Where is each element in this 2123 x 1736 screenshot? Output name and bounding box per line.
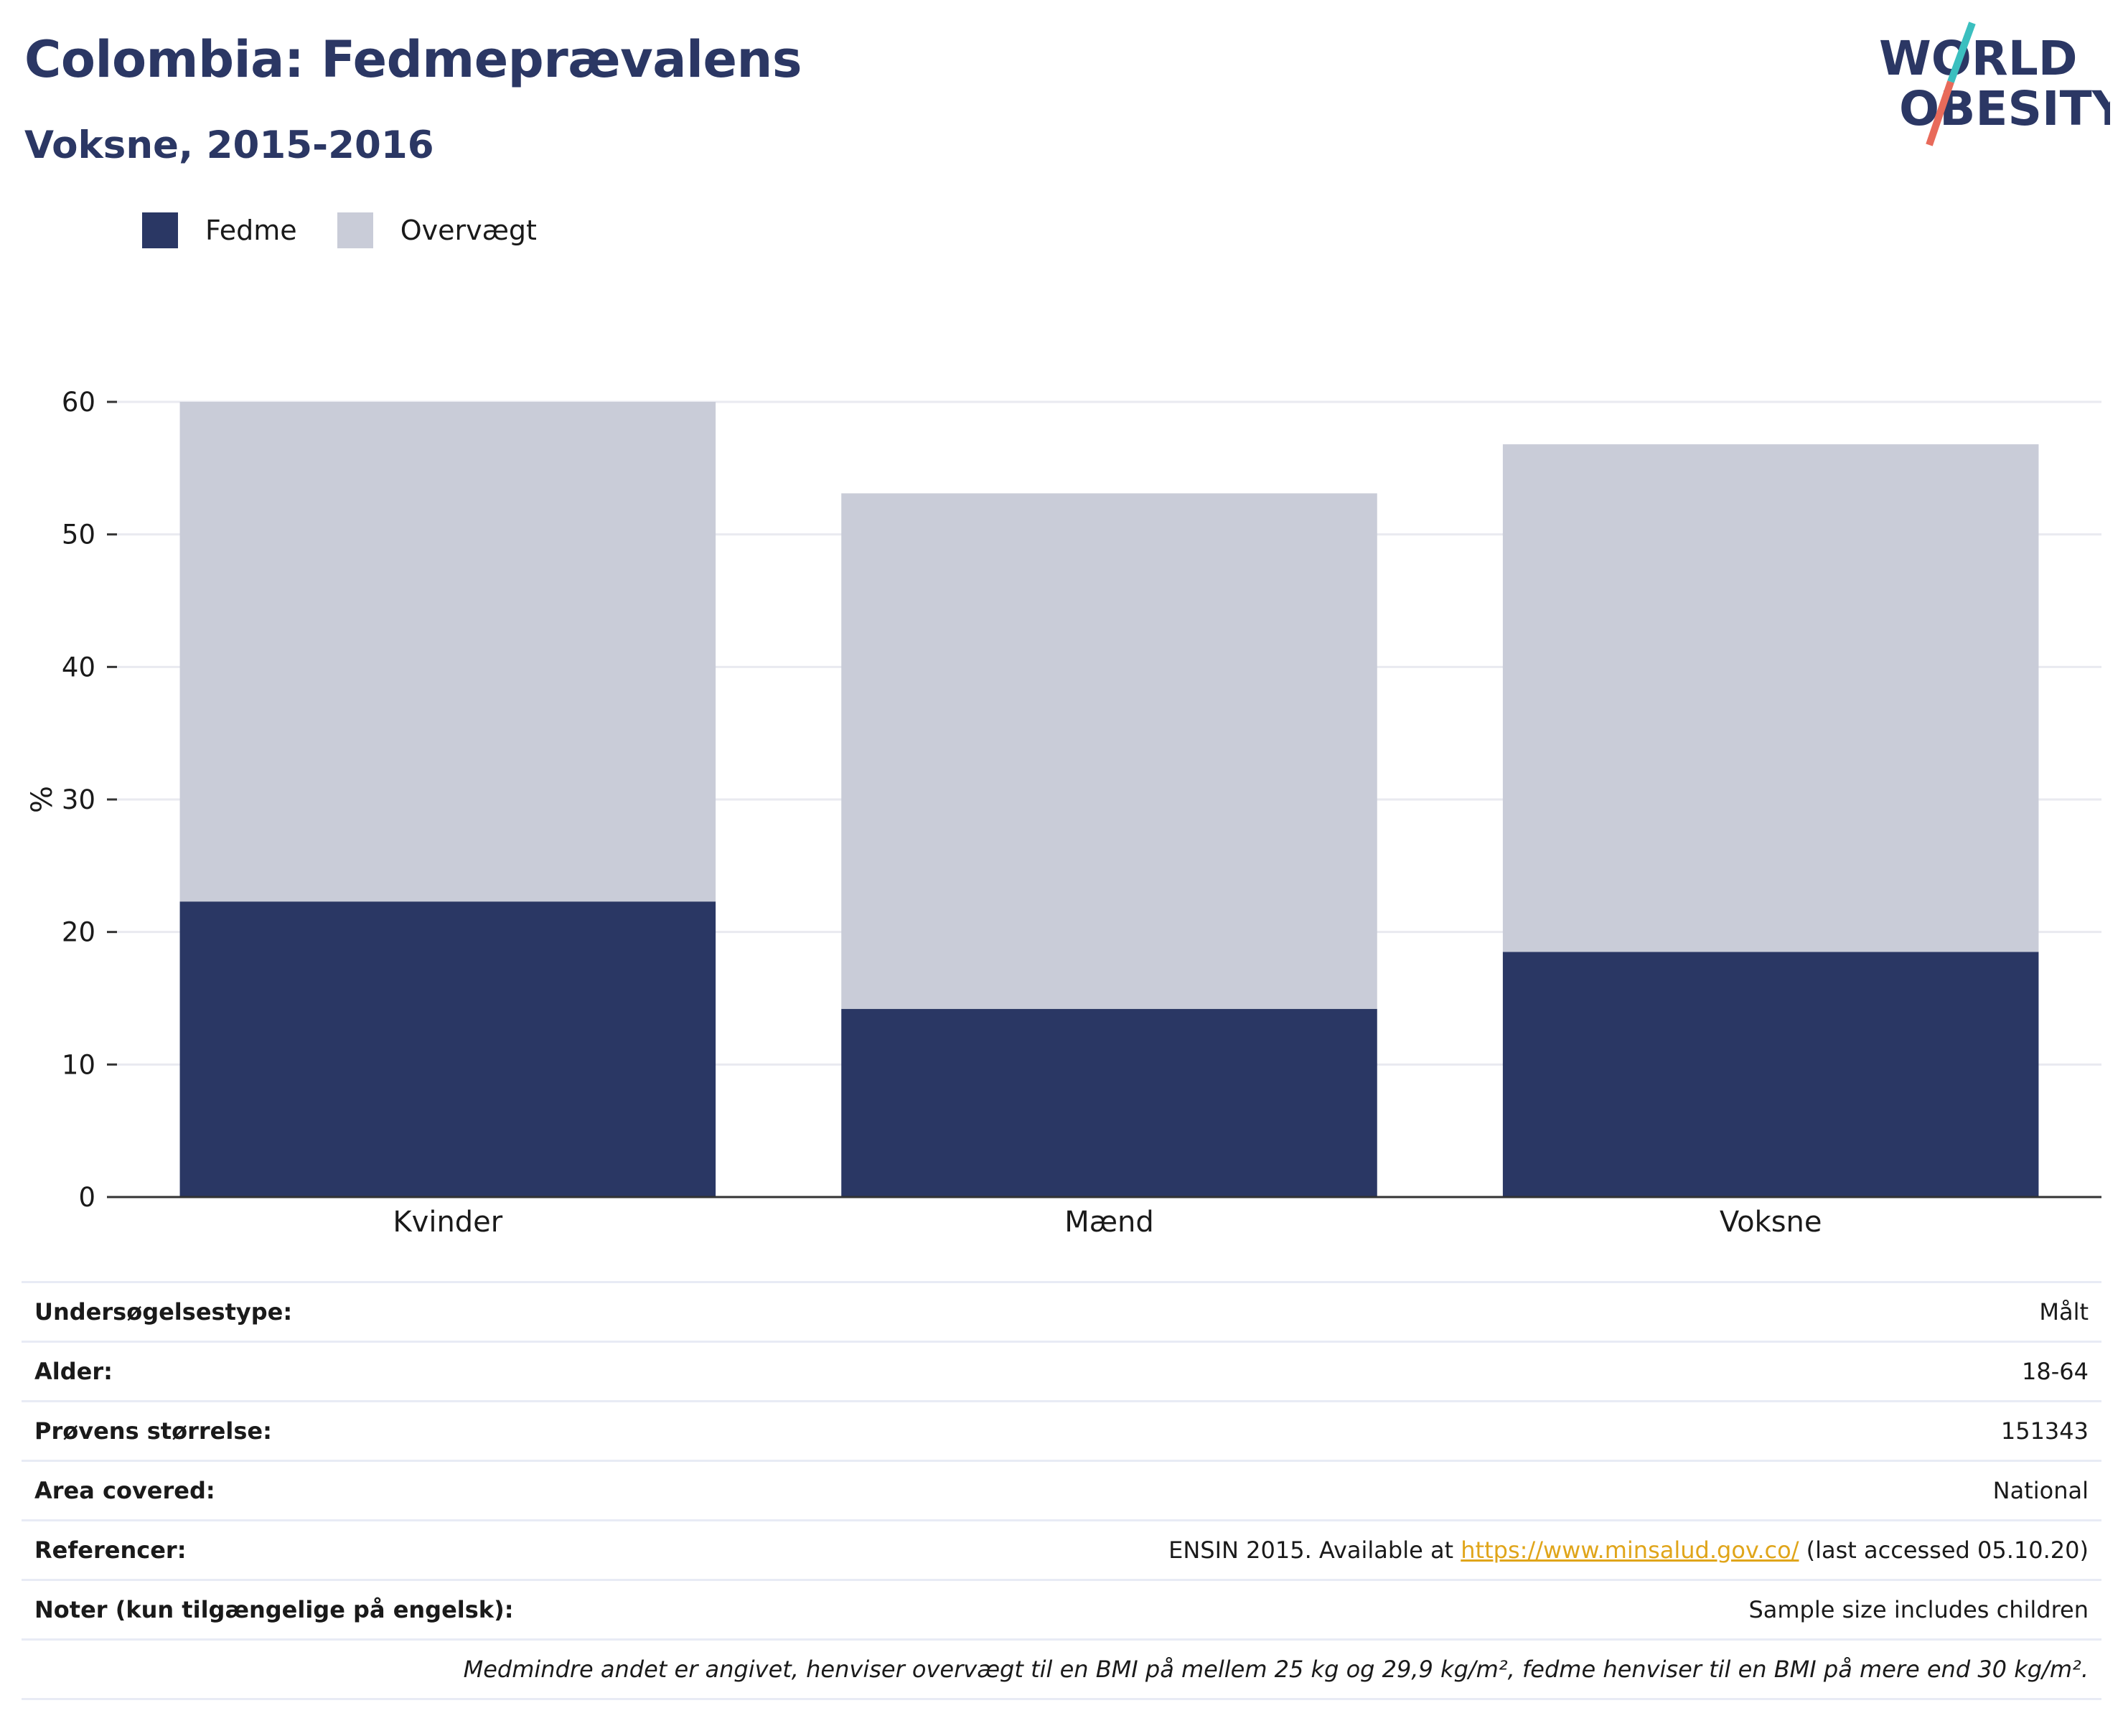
logo-slash-top xyxy=(1947,22,1976,83)
logo-slash-bottom xyxy=(1926,80,1954,146)
y-tick-label: 50 xyxy=(62,520,95,550)
info-label: Referencer: xyxy=(34,1536,187,1564)
world-obesity-logo: WORLD OBESITY xyxy=(1879,22,2110,146)
logo-line-1: WORLD xyxy=(1879,31,2078,86)
x-tick-label: Mænd xyxy=(1064,1206,1154,1239)
info-value: National xyxy=(1992,1477,2089,1504)
reference-accessed: (last accessed 05.10.20) xyxy=(1799,1536,2089,1564)
info-row-references: Referencer: ENSIN 2015. Available at http… xyxy=(22,1520,2101,1580)
bar-fedme xyxy=(179,901,716,1197)
info-row: Prøvens størrelse: 151343 xyxy=(22,1401,2101,1461)
legend-swatch-overvaegt xyxy=(337,212,373,248)
reference-link[interactable]: https://www.minsalud.gov.co/ xyxy=(1461,1536,1799,1564)
page-title: Colombia: Fedmeprævalens xyxy=(24,30,802,89)
legend-label-overvaegt: Overvægt xyxy=(400,215,537,246)
legend-label-fedme: Fedme xyxy=(205,215,297,246)
info-label: Noter (kun tilgængelige på engelsk): xyxy=(34,1596,514,1623)
info-label: Area covered: xyxy=(34,1477,215,1504)
legend-item-overvaegt[interactable]: Overvægt xyxy=(337,212,537,248)
footnote-row: Medmindre andet er angivet, henviser ove… xyxy=(22,1639,2101,1699)
info-row: Undersøgelsestype: Målt xyxy=(22,1282,2101,1342)
y-tick-label: 20 xyxy=(62,917,95,948)
axes: 0 10 20 30 40 50 60% Kvinder Mænd Voksne xyxy=(26,387,2101,1239)
bar-overvaegt xyxy=(841,493,1377,1009)
info-row-notes: Noter (kun tilgængelige på engelsk): Samp… xyxy=(22,1580,2101,1640)
bar-fedme xyxy=(841,1008,1377,1197)
info-value: Sample size includes children xyxy=(1748,1596,2089,1623)
info-value: Målt xyxy=(2039,1298,2089,1326)
x-tick-label: Kvinder xyxy=(393,1206,502,1239)
chart-legend: Fedme Overvægt xyxy=(142,212,577,248)
survey-info-table: Undersøgelsestype: Målt Alder: 18-64 Prøvens… xyxy=(22,1281,2101,1700)
y-tick-label: 0 xyxy=(78,1182,95,1213)
info-label: Alder: xyxy=(34,1358,113,1385)
info-value: 18-64 xyxy=(2022,1358,2089,1385)
y-axis-label: % xyxy=(26,786,59,813)
y-tick-label: 60 xyxy=(62,387,95,418)
reference-text: ENSIN 2015. Available at xyxy=(1168,1536,1461,1564)
info-value: 151343 xyxy=(2000,1417,2089,1445)
info-label: Prøvens størrelse: xyxy=(34,1417,272,1445)
bar-fedme xyxy=(1502,952,2039,1197)
bar-overvaegt xyxy=(1502,444,2039,952)
info-row: Area covered: National xyxy=(22,1460,2101,1521)
bar-overvaegt xyxy=(179,402,716,902)
legend-swatch-fedme xyxy=(142,212,178,248)
y-tick-label: 30 xyxy=(62,784,95,815)
stacked-bar-chart: 0 10 20 30 40 50 60% Kvinder Mænd Voksne xyxy=(26,387,2101,1239)
y-tick-label: 10 xyxy=(62,1049,95,1080)
info-value-references: ENSIN 2015. Available at https://www.min… xyxy=(746,1521,2101,1580)
bars xyxy=(179,402,2039,1197)
y-tick-label: 40 xyxy=(62,652,95,682)
info-label: Undersøgelsestype: xyxy=(34,1298,293,1326)
page-subtitle: Voksne, 2015-2016 xyxy=(24,123,434,167)
footnote-text: Medmindre andet er angivet, henviser ove… xyxy=(463,1656,2089,1683)
legend-item-fedme[interactable]: Fedme xyxy=(142,212,297,248)
x-tick-label: Voksne xyxy=(1720,1206,1822,1239)
info-row: Alder: 18-64 xyxy=(22,1341,2101,1402)
